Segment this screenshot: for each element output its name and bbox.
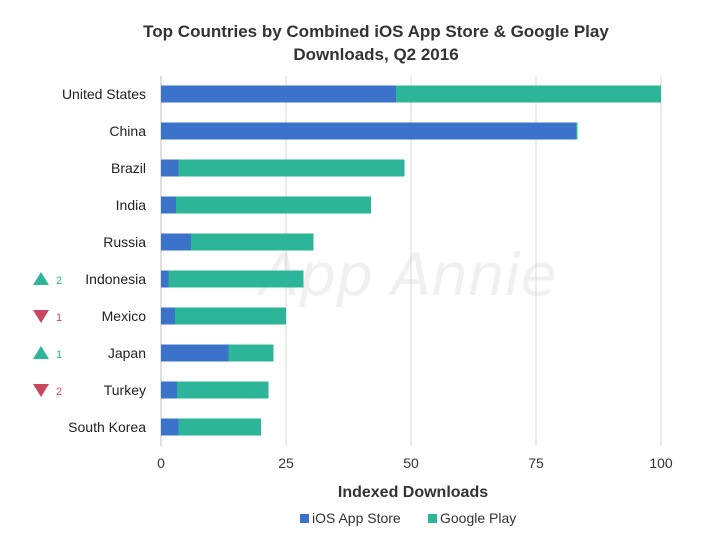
rank-change-mexico: 1 (56, 312, 62, 324)
chart-title-line-1: Top Countries by Combined iOS App Store … (143, 22, 609, 41)
category-label-south-korea: South Korea (68, 419, 146, 435)
x-axis-label: Indexed Downloads (338, 484, 488, 501)
bar-japan-google-play (228, 344, 274, 362)
legend-label-ios-app-store: iOS App Store (312, 510, 401, 526)
bar-united-states-google-play (396, 85, 661, 103)
x-tick-label-100: 100 (649, 455, 673, 471)
x-tick-label-25: 25 (278, 455, 294, 471)
rank-change-indonesia: 2 (56, 275, 62, 287)
category-labels: United States China Brazil India Russia Indon… (62, 86, 146, 435)
bar-china-google-play (576, 122, 578, 140)
category-label-mexico: Mexico (102, 308, 147, 324)
category-label-indonesia: Indonesia (85, 271, 146, 287)
rank-changes: 2 1 1 2 (33, 272, 62, 398)
rank-up-arrow-icon-indonesia (33, 272, 49, 285)
bar-china-ios-app-store (161, 122, 576, 140)
watermark: App Annie (256, 241, 557, 309)
bars (161, 85, 661, 436)
bar-india-ios-app-store (161, 196, 176, 214)
rank-down-arrow-icon-mexico (33, 310, 49, 323)
category-label-brazil: Brazil (111, 160, 146, 176)
rank-up-arrow-icon-japan (33, 346, 49, 359)
rank-change-japan: 1 (56, 349, 62, 361)
bar-united-states-ios-app-store (161, 85, 396, 103)
x-tick-label-75: 75 (528, 455, 544, 471)
bar-turkey-google-play (177, 381, 269, 399)
category-label-united-states: United States (62, 86, 146, 102)
rank-change-turkey: 2 (56, 386, 62, 398)
legend: iOS App Store Google Play (300, 510, 516, 526)
bar-indonesia-google-play (168, 270, 304, 288)
bar-turkey-ios-app-store (161, 381, 177, 399)
category-label-japan: Japan (108, 345, 146, 361)
bar-russia-ios-app-store (161, 233, 191, 251)
category-label-china: China (109, 123, 146, 139)
bar-mexico-ios-app-store (161, 307, 175, 325)
x-axis-ticks: 0 25 50 75 100 (157, 455, 673, 471)
chart-title-line-2: Downloads, Q2 2016 (293, 45, 458, 64)
legend-swatch-google-play (428, 514, 437, 523)
bar-mexico-google-play (175, 307, 286, 325)
bar-south-korea-ios-app-store (161, 418, 179, 436)
bar-brazil-google-play (178, 159, 405, 177)
category-label-turkey: Turkey (104, 382, 146, 398)
bar-indonesia-ios-app-store (161, 270, 169, 288)
rank-down-arrow-icon-turkey (33, 384, 49, 397)
bar-japan-ios-app-store (161, 344, 229, 362)
bar-south-korea-google-play (178, 418, 261, 436)
category-label-india: India (116, 197, 147, 213)
bar-india-google-play (176, 196, 371, 214)
bar-brazil-ios-app-store (161, 159, 179, 177)
legend-label-google-play: Google Play (440, 510, 516, 526)
category-label-russia: Russia (103, 234, 146, 250)
legend-swatch-ios-app-store (300, 514, 309, 523)
x-tick-label-0: 0 (157, 455, 165, 471)
bar-russia-google-play (191, 233, 314, 251)
x-tick-label-50: 50 (403, 455, 419, 471)
